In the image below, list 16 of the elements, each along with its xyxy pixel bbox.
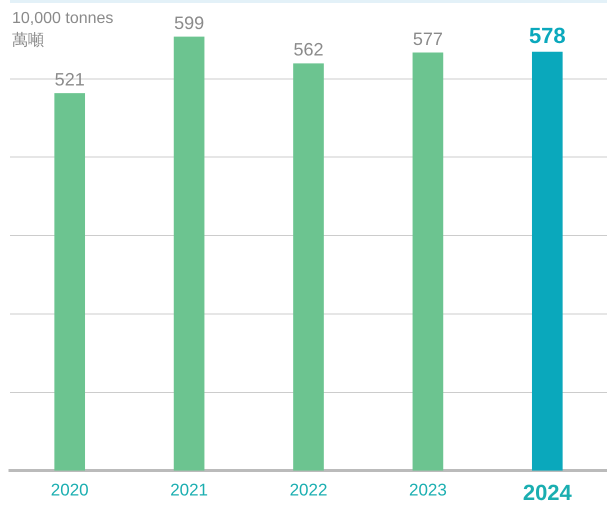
y-axis-title: 10,000 tonnes 萬噸	[12, 8, 114, 52]
bar	[532, 52, 563, 471]
x-tick-label: 2020	[50, 480, 89, 500]
data-label: 562	[293, 40, 324, 60]
data-label: 599	[174, 12, 204, 33]
x-tick-label: 2022	[290, 480, 328, 500]
data-label: 577	[412, 28, 443, 49]
data-label: 578	[528, 23, 566, 48]
x-tick-label: 2021	[170, 480, 208, 500]
x-tick-label: 2024	[522, 480, 573, 505]
bar	[174, 36, 204, 471]
data-label: 521	[54, 69, 85, 90]
bar	[54, 93, 86, 471]
bar	[412, 52, 444, 471]
bar	[293, 63, 324, 471]
x-tick-label: 2023	[408, 480, 447, 500]
